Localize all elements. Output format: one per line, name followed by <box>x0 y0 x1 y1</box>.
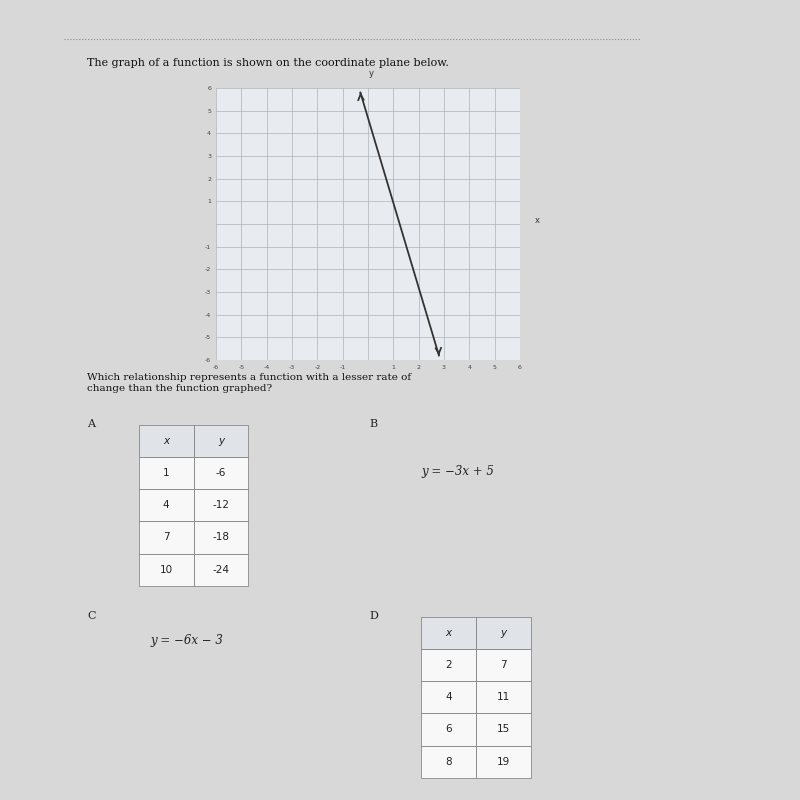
FancyBboxPatch shape <box>194 554 248 586</box>
Text: -18: -18 <box>213 533 230 542</box>
Text: y: y <box>500 628 506 638</box>
FancyBboxPatch shape <box>139 457 194 489</box>
Text: 7: 7 <box>500 660 506 670</box>
Text: 11: 11 <box>497 692 510 702</box>
FancyBboxPatch shape <box>476 649 530 681</box>
FancyBboxPatch shape <box>421 714 476 746</box>
FancyBboxPatch shape <box>194 522 248 554</box>
Text: 2: 2 <box>445 660 452 670</box>
Text: x: x <box>446 628 451 638</box>
Text: -6: -6 <box>216 468 226 478</box>
Text: x: x <box>163 436 170 446</box>
FancyBboxPatch shape <box>421 746 476 778</box>
Text: D: D <box>370 611 378 621</box>
Text: C: C <box>87 611 95 621</box>
Text: 4: 4 <box>445 692 452 702</box>
FancyBboxPatch shape <box>139 554 194 586</box>
Text: 10: 10 <box>160 565 173 574</box>
FancyBboxPatch shape <box>139 425 194 457</box>
FancyBboxPatch shape <box>194 425 248 457</box>
FancyBboxPatch shape <box>476 617 530 649</box>
FancyBboxPatch shape <box>194 489 248 522</box>
FancyBboxPatch shape <box>476 681 530 714</box>
FancyBboxPatch shape <box>139 489 194 522</box>
FancyBboxPatch shape <box>139 522 194 554</box>
Text: y = −6x − 3: y = −6x − 3 <box>150 634 223 647</box>
Text: 6: 6 <box>445 725 452 734</box>
FancyBboxPatch shape <box>421 681 476 714</box>
Text: A: A <box>87 419 95 429</box>
Text: y = −3x + 5: y = −3x + 5 <box>421 466 494 478</box>
Text: -24: -24 <box>213 565 230 574</box>
FancyBboxPatch shape <box>421 649 476 681</box>
FancyBboxPatch shape <box>194 457 248 489</box>
Text: y: y <box>218 436 224 446</box>
Text: 7: 7 <box>163 533 170 542</box>
Text: Which relationship represents a function with a lesser rate of
change than the f: Which relationship represents a function… <box>87 373 411 393</box>
Text: 8: 8 <box>445 757 452 766</box>
Text: The graph of a function is shown on the coordinate plane below.: The graph of a function is shown on the … <box>87 58 449 68</box>
FancyBboxPatch shape <box>476 746 530 778</box>
Text: y: y <box>369 69 374 78</box>
Text: 19: 19 <box>497 757 510 766</box>
Text: x: x <box>535 216 540 225</box>
Text: B: B <box>370 419 378 429</box>
FancyBboxPatch shape <box>476 714 530 746</box>
FancyBboxPatch shape <box>421 617 476 649</box>
Text: -12: -12 <box>213 500 230 510</box>
Text: 1: 1 <box>163 468 170 478</box>
Text: 15: 15 <box>497 725 510 734</box>
Text: 4: 4 <box>163 500 170 510</box>
